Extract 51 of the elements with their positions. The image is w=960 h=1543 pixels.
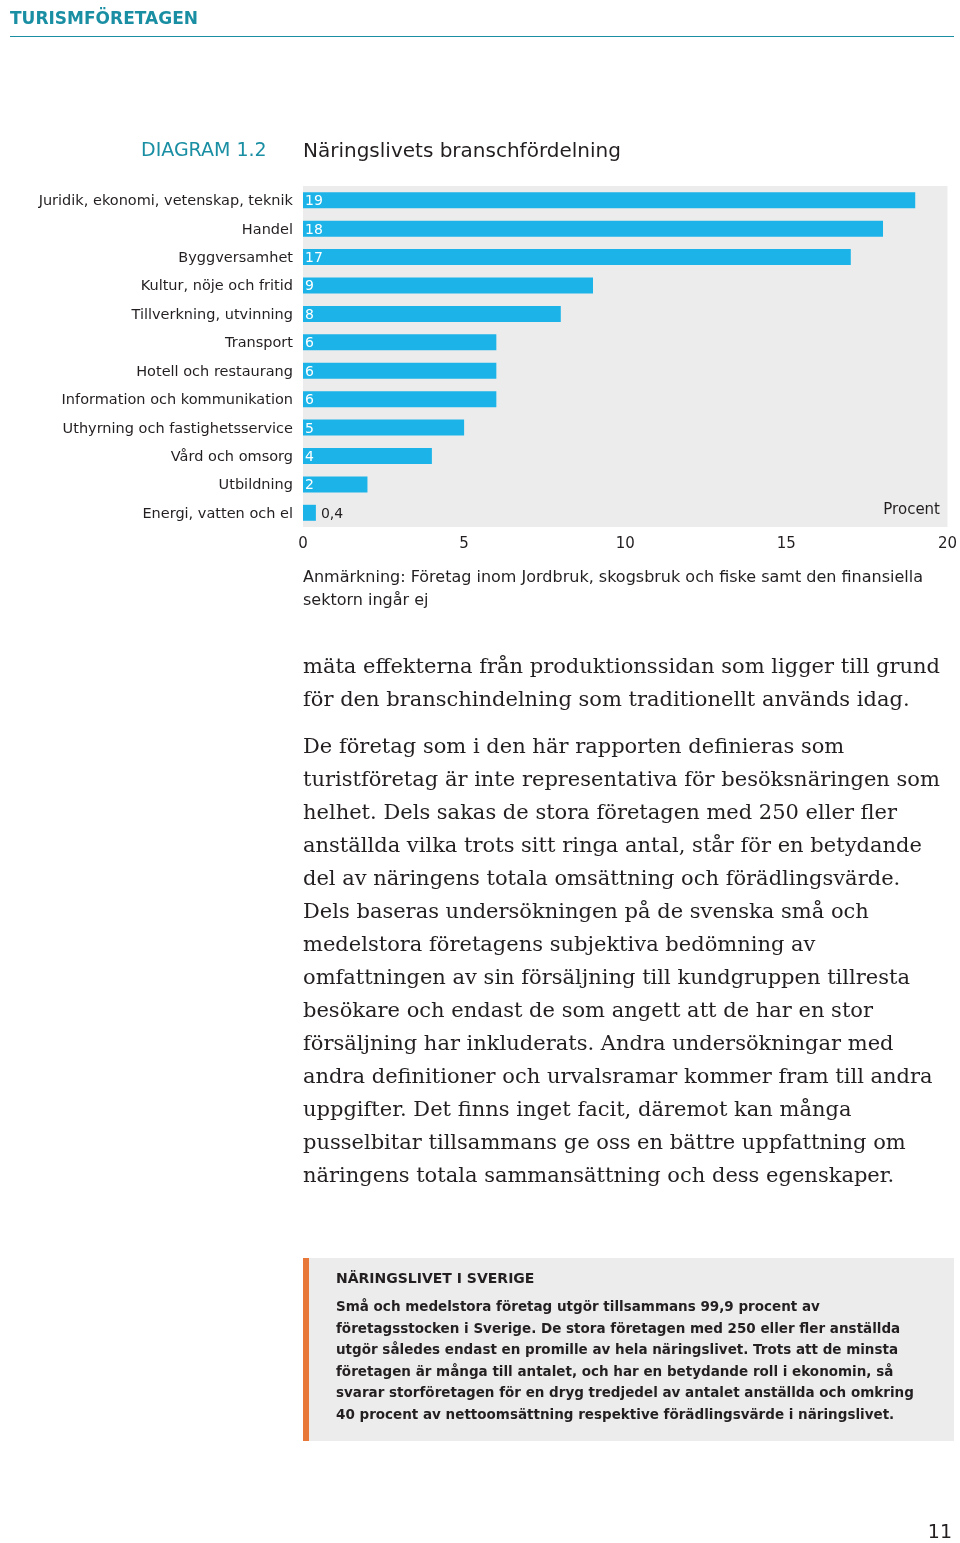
data-label: 19 <box>305 192 323 209</box>
bar <box>303 334 497 351</box>
text: Anmärkning: Företag inom Jordbruk, skogsbruk och fiske samt den finansiella sektorn ingår ej <box>303 566 924 611</box>
x-tick-label: 0 <box>298 533 308 552</box>
data-label: 2 <box>305 476 314 493</box>
text: Små och medelstora företag utgör tillsammans 99,9 procent av företagsstocken i Sverige. De stora företagen med 250 eller fler anställda utgör således endast en promille av hela näringslivet. Trots att de minsta företagen är många till antalet, och har en betydande roll i ekonomin, så svarar storföretagen för en dryg tredjedel av antalet anställda och omkring 40 procent av nettoomsättning respektive förädlingsvärde i näringslivet. <box>336 1297 915 1424</box>
data-label: 8 <box>305 305 314 322</box>
data-label: 18 <box>305 220 323 237</box>
y-tick-label: Vård och omsorg <box>170 447 293 464</box>
text: 11 <box>927 1520 952 1542</box>
chart-title: Näringslivets branschfördelning <box>303 138 621 162</box>
bar <box>303 249 851 266</box>
bar <box>303 447 432 464</box>
y-tick-label: Kultur, nöje och fritid <box>140 277 293 294</box>
y-tick-label: Juridik, ekonomi, vetenskap, teknik <box>37 192 294 209</box>
data-label: 17 <box>305 249 323 266</box>
bar <box>303 419 465 436</box>
y-tick-label: Uthyrning och fastighetsservice <box>62 419 294 436</box>
bar <box>303 391 497 408</box>
text: mäta effekterna från produktionssidan som ligger till grund för den branschindelning som traditionellt används idag. <box>303 653 941 713</box>
bar <box>303 220 884 237</box>
bar <box>303 192 916 209</box>
data-label: 5 <box>305 419 314 436</box>
bar <box>303 504 316 521</box>
y-tick-label: Energi, vatten och el <box>142 504 293 521</box>
y-tick-label: Transport <box>223 334 294 351</box>
data-label: 6 <box>305 334 314 351</box>
x-tick-label: 15 <box>776 533 796 552</box>
y-tick-label: Hotell och restaurang <box>136 362 293 379</box>
y-tick-label: Information och kommunikation <box>61 391 293 408</box>
data-label: 6 <box>305 362 314 379</box>
x-tick-label: 10 <box>615 533 635 552</box>
y-tick-label: Handel <box>241 220 293 237</box>
data-label: 6 <box>305 391 314 408</box>
bar <box>303 277 594 294</box>
data-label: 9 <box>305 277 314 294</box>
text: NÄRINGSLIVET I SVERIGE <box>336 1270 536 1286</box>
data-label: 0,4 <box>320 504 344 521</box>
text: De företag som i den här rapporten definieras som turistföretag är inte representativa för besöksnäringen som helhet. Dels sakas de stora företagen med 250 eller fler anställda vilka trots sitt ringa antal, står för en betydande del av näringens totala omsättning och förädlingsvärde. Dels baseras undersökningen på de svenska små och medelstora företagens subjektiva bedömning av omfattningen av sin försäljning till kundgruppen tillresta besökare och endast de som angett att de har en stor försäljning har inkluderats. Andra undersökningar med andra definitioner och urvalsramar kommer fram till andra uppgifter. Det finns inget facit, däremot kan många pusselbitar tillsammans ge oss en bättre uppfattning om näringens totala sammansättning och dess egenskaper. <box>303 734 940 1187</box>
text: TURISMFÖRETAGEN <box>10 8 954 37</box>
data-label: 4 <box>305 447 314 464</box>
y-tick-label: Utbildning <box>218 476 293 493</box>
text: DIAGRAM 1.2 <box>141 138 267 160</box>
bar <box>303 476 368 493</box>
y-tick-label: Tillverkning, utvinning <box>130 305 293 322</box>
bar <box>303 362 497 379</box>
x-tick-label: 5 <box>459 533 469 552</box>
x-axis-title: Procent <box>883 499 941 518</box>
y-tick-label: Byggversamhet <box>178 249 294 266</box>
x-tick-label: 20 <box>937 533 957 552</box>
bar <box>303 305 561 322</box>
